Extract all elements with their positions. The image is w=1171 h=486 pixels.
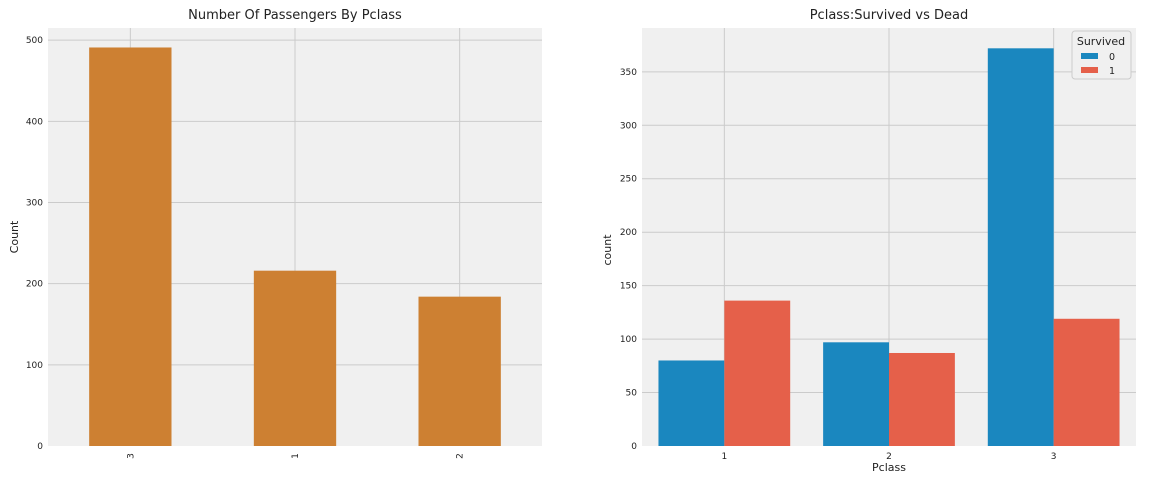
chart2-legend: Survived 0 1 bbox=[1071, 30, 1132, 80]
chart2-title: Pclass:Survived vs Dead bbox=[810, 8, 969, 23]
chart2-y-ticks: 0 50 100 150 200 250 300 350 bbox=[620, 68, 637, 452]
chart2-y-tick-label: 350 bbox=[620, 68, 637, 78]
chart2-x-tick-label: 2 bbox=[886, 452, 892, 462]
legend-label-1: 1 bbox=[1109, 66, 1115, 77]
chart2-bar-pclass2-survived0 bbox=[823, 342, 889, 446]
chart2-bar-pclass3-survived0 bbox=[987, 48, 1054, 447]
chart2-bars bbox=[658, 48, 1120, 447]
chart1-bars bbox=[89, 47, 501, 446]
passengers-by-pclass-chart: 0 100 200 300 400 500 3 1 2 Number Of Passenger… bbox=[8, 8, 542, 459]
chart1-x-tick-label: 3 bbox=[126, 453, 136, 459]
chart2-bar-pclass1-survived1 bbox=[724, 300, 791, 446]
chart1-y-tick-label: 100 bbox=[26, 361, 43, 371]
chart2-x-ticks: 1 2 3 bbox=[721, 452, 1056, 462]
chart2-y-tick-label: 300 bbox=[620, 121, 637, 131]
chart1-y-tick-label: 200 bbox=[26, 280, 43, 290]
chart1-y-ticks: 0 100 200 300 400 500 bbox=[26, 36, 43, 452]
chart2-bar-pclass2-survived1 bbox=[889, 352, 955, 446]
legend-label-0: 0 bbox=[1109, 52, 1115, 63]
chart1-y-axis-label: Count bbox=[8, 220, 21, 253]
chart1-bar-2 bbox=[418, 296, 501, 446]
chart2-bar-pclass3-survived1 bbox=[1053, 318, 1120, 446]
chart2-y-axis-label: count bbox=[601, 234, 614, 266]
chart2-y-tick-label: 200 bbox=[620, 228, 637, 238]
chart1-bar-1 bbox=[253, 270, 337, 446]
chart2-y-tick-label: 50 bbox=[626, 389, 638, 399]
legend-swatch-0 bbox=[1081, 53, 1098, 59]
chart1-title: Number Of Passengers By Pclass bbox=[188, 8, 402, 23]
legend-swatch-1 bbox=[1081, 67, 1098, 73]
chart1-y-tick-label: 400 bbox=[26, 117, 43, 127]
chart2-y-tick-label: 100 bbox=[620, 335, 637, 345]
chart2-x-tick-label: 1 bbox=[721, 452, 727, 462]
chart2-y-tick-label: 250 bbox=[620, 175, 637, 185]
legend-title: Survived bbox=[1077, 35, 1125, 48]
chart2-bar-pclass1-survived0 bbox=[658, 360, 725, 446]
chart1-x-tick-label: 2 bbox=[456, 453, 466, 459]
chart2-x-axis-label: Pclass bbox=[872, 461, 906, 474]
pclass-survived-vs-dead-chart: 0 50 100 150 200 250 300 350 1 2 3 Pclass:Survive… bbox=[601, 8, 1136, 474]
chart2-y-tick-label: 150 bbox=[620, 282, 637, 292]
chart1-x-tick-label: 1 bbox=[291, 453, 301, 459]
chart1-y-tick-label: 0 bbox=[37, 442, 43, 452]
chart1-y-tick-label: 500 bbox=[26, 36, 43, 46]
chart2-y-tick-label: 0 bbox=[631, 442, 637, 452]
chart1-y-tick-label: 300 bbox=[26, 199, 43, 209]
chart2-x-tick-label: 3 bbox=[1051, 452, 1057, 462]
chart1-bar-3 bbox=[89, 47, 172, 446]
chart1-x-ticks: 3 1 2 bbox=[126, 453, 465, 459]
